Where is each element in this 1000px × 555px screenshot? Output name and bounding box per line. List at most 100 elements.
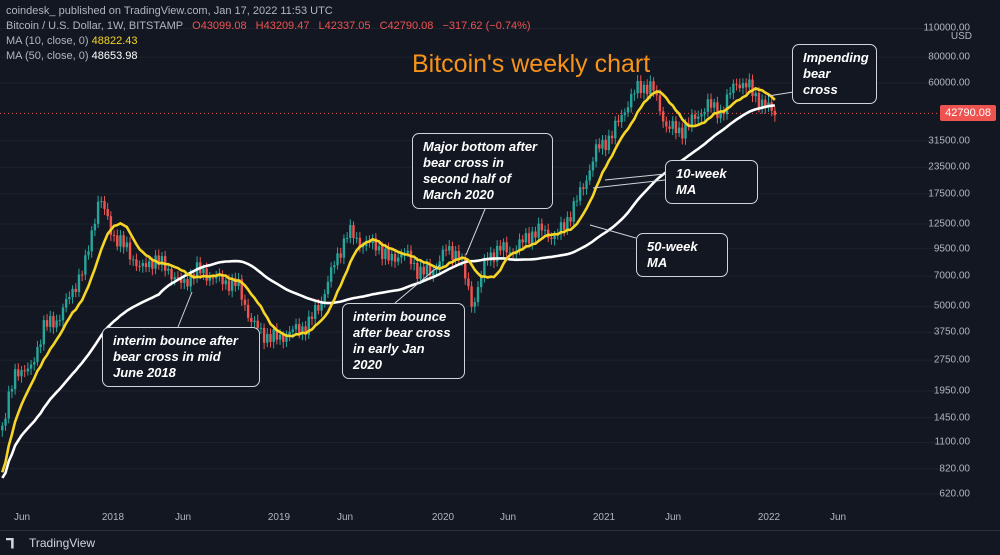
candle-body: [406, 250, 409, 253]
candle-body: [52, 315, 55, 328]
candle-body: [582, 187, 585, 189]
tradingview-logo[interactable]: TradingView: [6, 536, 95, 550]
ma10-line: [1, 86, 776, 473]
candle-body: [61, 307, 65, 321]
ma10-legend[interactable]: MA (10, close, 0) 48822.43: [6, 34, 537, 49]
candle-body: [317, 305, 320, 311]
candle-body: [495, 245, 499, 262]
callout-connector: [592, 179, 666, 189]
time-tick-label: Jun: [336, 512, 354, 523]
ma50-legend[interactable]: MA (50, close, 0) 48653.98: [6, 49, 537, 64]
candle-body: [160, 256, 164, 266]
candle-body: [617, 120, 620, 123]
candle-body: [352, 225, 355, 239]
candle-body: [333, 265, 336, 268]
candle-body: [342, 238, 346, 258]
candle-body: [764, 99, 767, 108]
candle-body: [345, 237, 349, 239]
candle-body: [80, 274, 84, 276]
candle-body: [90, 230, 93, 252]
candle-body: [633, 93, 636, 95]
price-tick-label: 820.00: [939, 463, 970, 475]
callout-50-week-ma: 50-week MA: [636, 233, 728, 277]
candle-body: [422, 266, 425, 275]
candle-body: [355, 237, 358, 239]
callout-interim-2020: interim bounce after bear cross in early…: [342, 303, 465, 379]
candle-body: [499, 245, 502, 251]
candle-body: [266, 334, 269, 343]
candle-body: [151, 261, 154, 269]
candle-body: [381, 246, 384, 260]
candle-body: [147, 261, 151, 268]
candle-body: [703, 111, 706, 115]
candle-body: [700, 114, 703, 117]
candle-body: [572, 201, 575, 222]
candle-body: [384, 248, 387, 260]
candle-body: [17, 369, 20, 377]
candle-body: [709, 99, 713, 108]
candle-body: [649, 81, 652, 95]
callout-connector: [604, 173, 666, 181]
time-tick-label: Jun: [174, 512, 192, 523]
time-tick-label: Jun: [664, 512, 682, 523]
candle-body: [282, 334, 285, 342]
candle-body: [141, 263, 144, 267]
price-tick-label: 23500.00: [928, 161, 970, 173]
candle-body: [278, 334, 282, 340]
candle-body: [661, 111, 665, 122]
time-tick-label: 2022: [757, 512, 781, 523]
candle-body: [167, 268, 170, 271]
candle-body: [713, 102, 716, 108]
callout-interim-2018-text: interim bounce after bear cross in mid J…: [113, 333, 238, 380]
price-tick-label: 9500.00: [933, 243, 970, 255]
candle-body: [416, 262, 419, 279]
candle-body: [336, 253, 339, 266]
candle-body: [84, 255, 87, 275]
candle-body: [681, 127, 684, 139]
candle-body: [157, 255, 160, 266]
callout-10-week-ma: 10-week MA: [665, 160, 758, 204]
candle-body: [390, 253, 393, 261]
candle-body: [374, 238, 378, 251]
candle-body: [566, 217, 569, 230]
candle-body: [100, 200, 103, 202]
candle-body: [122, 235, 125, 248]
published-by: coindesk_ published on TradingView.com, …: [6, 5, 333, 17]
candle-body: [250, 317, 253, 322]
close-value: C42790.08: [379, 20, 434, 32]
candle-body: [767, 102, 770, 108]
price-tick-label: 12500.00: [928, 218, 970, 230]
candle-body: [684, 123, 687, 139]
candle-body: [553, 235, 556, 240]
candle-body: [132, 259, 135, 261]
candle-body: [36, 347, 39, 363]
candle-body: [262, 327, 266, 343]
candle-body: [93, 223, 97, 231]
candle-body: [256, 320, 259, 329]
candle-body: [435, 269, 438, 271]
candle-body: [96, 201, 100, 224]
ohlc-row: Bitcoin / U.S. Dollar, 1W, BITSTAMP O430…: [6, 19, 537, 34]
candle-body: [607, 135, 611, 151]
candle-body: [623, 112, 627, 116]
ma50-line: [1, 104, 775, 479]
time-tick-label: 2019: [267, 512, 291, 523]
candle-body: [674, 121, 678, 134]
candle-body: [671, 121, 674, 129]
candle-body: [269, 334, 272, 342]
price-tick-label: 1100.00: [934, 436, 970, 448]
candle-body: [183, 279, 186, 283]
candle-body: [227, 280, 231, 291]
candle-body: [425, 264, 429, 275]
callout-major-bottom: Major bottom after bear cross in second …: [412, 133, 553, 209]
price-tick-label: 1450.00: [933, 412, 970, 424]
candle-body: [33, 362, 36, 365]
currency-label: USD: [950, 31, 972, 42]
candle-body: [531, 231, 534, 244]
candle-body: [598, 144, 601, 149]
candle-body: [326, 281, 330, 295]
candle-body: [253, 320, 256, 322]
candle-body: [578, 187, 582, 201]
candle-body: [448, 246, 451, 251]
candle-body: [393, 253, 397, 262]
